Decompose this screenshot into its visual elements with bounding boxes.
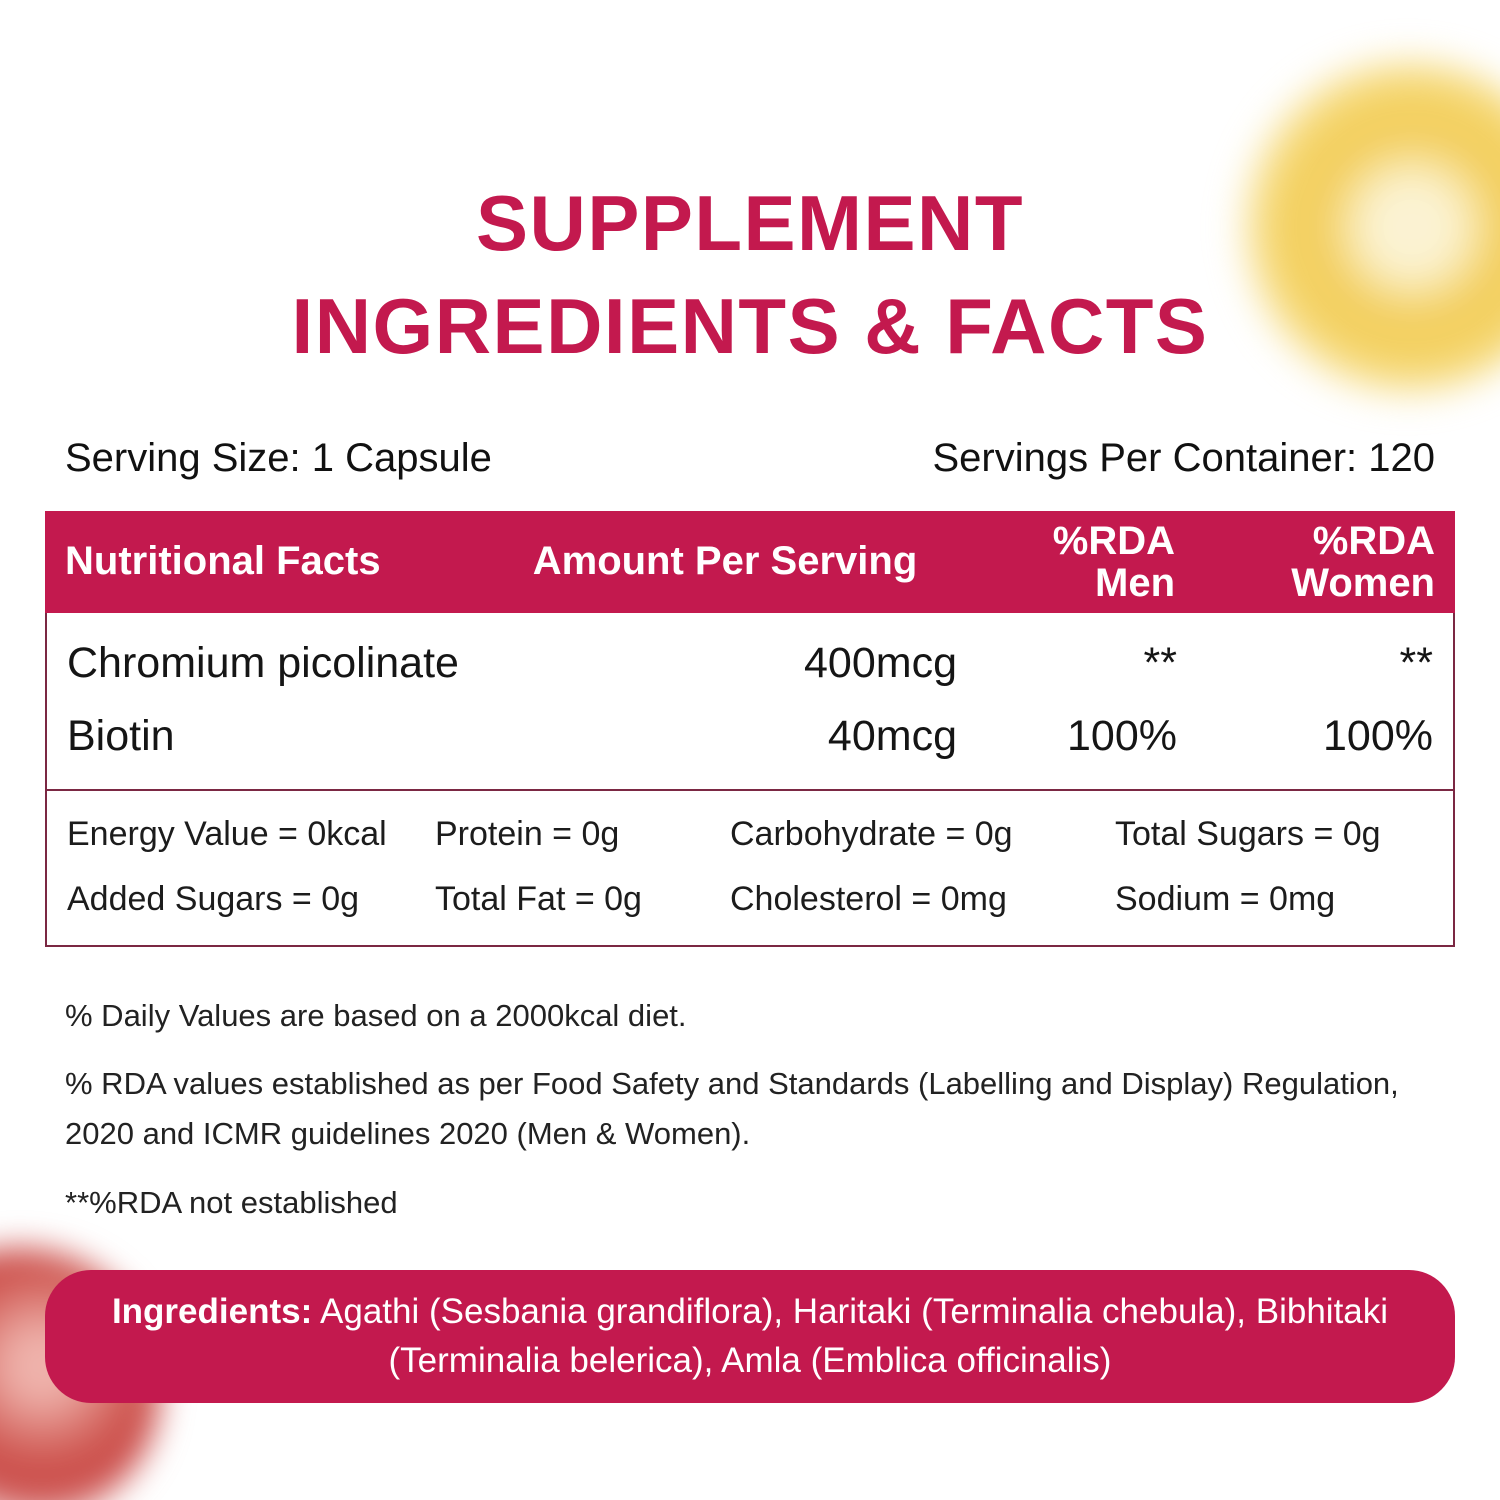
fact-protein: Protein = 0g xyxy=(435,814,620,853)
footnote-rda-not-established: **%RDA not established xyxy=(65,1184,398,1220)
page-title-line2: INGREDIENTS & FACTS xyxy=(291,281,1209,370)
fact-added-sugars: Added Sugars = 0g xyxy=(67,879,360,918)
fact-total-sugars: Total Sugars = 0g xyxy=(1115,814,1381,853)
fact-energy-value: Energy Value = 0kcal xyxy=(67,814,387,853)
ingredients-list: Agathi (Sesbania grandiflora), Haritaki … xyxy=(320,1291,1389,1381)
table-section-divider xyxy=(47,788,1453,791)
servings-per-container-text: Servings Per Container: 120 xyxy=(932,435,1436,480)
nutrient-amount: 40mcg xyxy=(827,711,957,760)
serving-size-text: Serving Size: 1 Capsule xyxy=(65,435,492,480)
footnote-daily-values: % Daily Values are based on a 2000kcal d… xyxy=(65,997,687,1033)
nutrient-rda-men: 100% xyxy=(1067,711,1177,760)
ingredients-banner: Ingredients: Agathi (Sesbania grandiflor… xyxy=(45,1269,1455,1404)
nutrient-name: Biotin xyxy=(67,711,175,760)
macro-facts-grid: Energy Value = 0kcal Protein = 0g Carboh… xyxy=(47,791,1453,945)
nutrient-rda-women: 100% xyxy=(1323,711,1433,760)
table-header-row: Nutritional Facts Amount Per Serving %RD… xyxy=(45,510,1455,613)
nutrient-rda-women: ** xyxy=(1399,638,1433,687)
header-rda-women: %RDA Women xyxy=(1215,518,1435,605)
fact-carbohydrate: Carbohydrate = 0g xyxy=(730,814,1013,853)
header-rda-women-line1: %RDA xyxy=(1312,518,1435,563)
nutritional-facts-table: Nutritional Facts Amount Per Serving %RD… xyxy=(45,510,1455,947)
header-rda-women-line2: Women xyxy=(1291,560,1435,605)
table-row: Biotin 40mcg 100% 100% xyxy=(67,700,1433,773)
nutrient-amount: 400mcg xyxy=(804,638,957,687)
footnote-rda-regulation: % RDA values established as per Food Saf… xyxy=(65,1066,1399,1152)
table-body: Chromium picolinate 400mcg ** ** Biotin … xyxy=(45,612,1455,947)
ingredients-label: Ingredients: xyxy=(111,1291,313,1331)
vitamin-rows: Chromium picolinate 400mcg ** ** Biotin … xyxy=(47,613,1453,789)
page-title: SUPPLEMENT INGREDIENTS & FACTS xyxy=(60,172,1440,378)
nutrient-name: Chromium picolinate xyxy=(67,638,459,687)
header-rda-men: %RDA Men xyxy=(1005,518,1215,605)
header-rda-men-line2: Men xyxy=(1095,560,1175,605)
header-rda-men-line1: %RDA xyxy=(1052,518,1175,563)
header-nutritional-facts: Nutritional Facts xyxy=(65,539,381,584)
serving-info: Serving Size: 1 Capsule Servings Per Con… xyxy=(65,436,1435,481)
table-row: Chromium picolinate 400mcg ** ** xyxy=(67,627,1433,700)
fact-cholesterol: Cholesterol = 0mg xyxy=(730,879,1007,918)
blurred-gummy-yellow-decoration xyxy=(1230,52,1500,402)
nutrient-rda-men: ** xyxy=(1143,638,1177,687)
header-amount-per-serving: Amount Per Serving xyxy=(532,539,918,584)
page-title-line1: SUPPLEMENT xyxy=(475,179,1025,267)
fact-sodium: Sodium = 0mg xyxy=(1115,879,1336,918)
fact-total-fat: Total Fat = 0g xyxy=(435,879,642,918)
footnotes: % Daily Values are based on a 2000kcal d… xyxy=(65,991,1435,1228)
